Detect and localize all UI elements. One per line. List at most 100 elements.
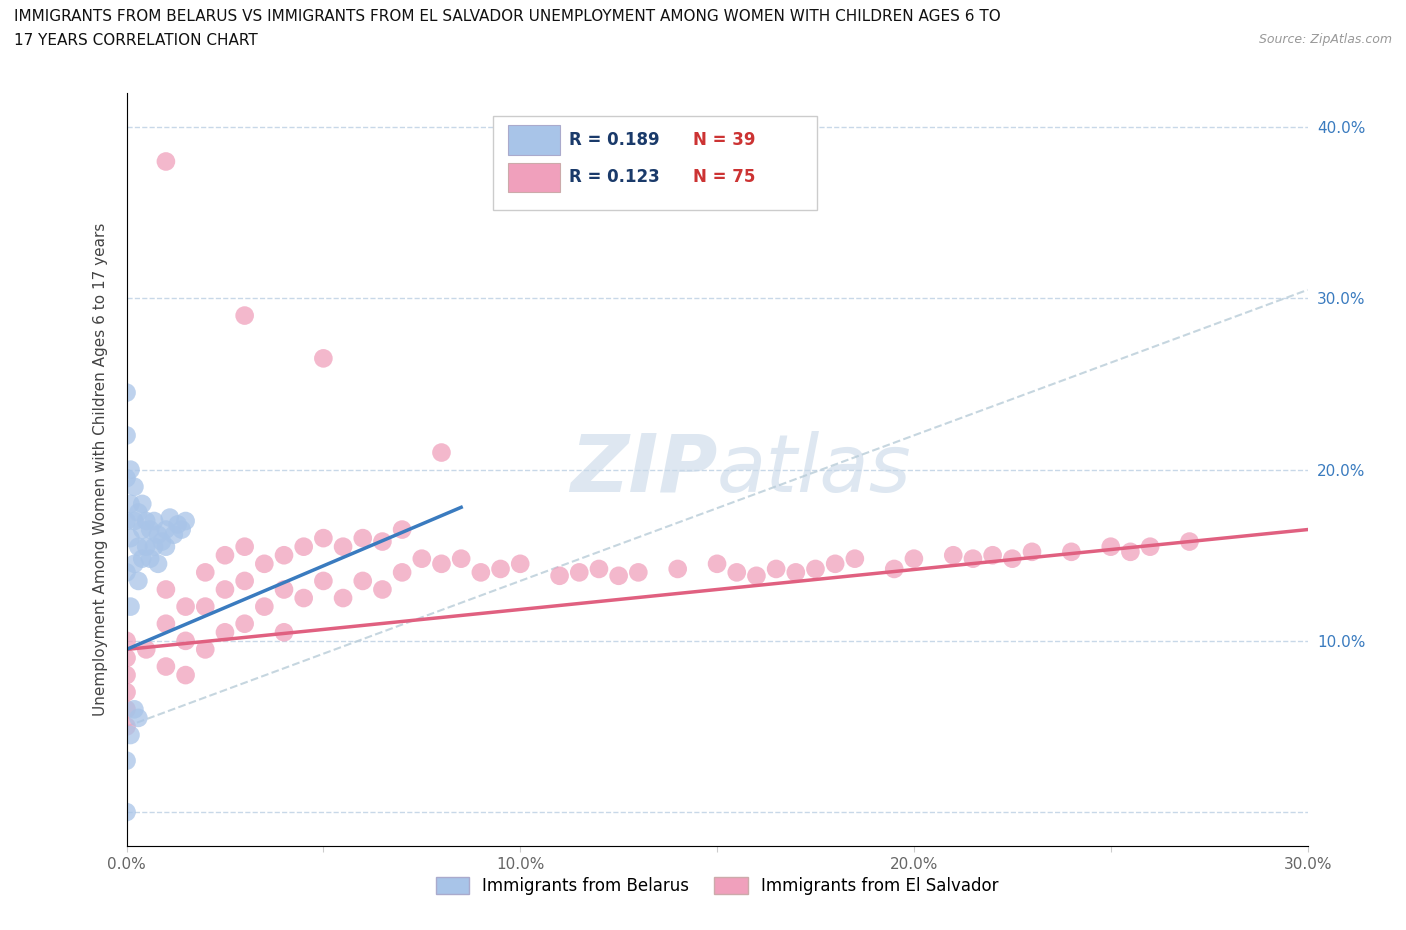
Point [127,539,149,554]
Point [124,556,146,571]
Point [174,513,197,528]
Point [115,385,138,400]
Point [1178,534,1201,549]
Point [174,633,197,648]
Point [115,633,138,648]
Point [214,625,236,640]
Point [155,539,177,554]
Point [155,154,177,169]
Point [312,574,335,589]
Point [666,562,689,577]
Point [159,511,181,525]
Text: N = 75: N = 75 [693,168,756,186]
Text: N = 39: N = 39 [693,131,756,149]
Point [391,565,413,579]
Point [139,551,162,566]
Point [194,599,217,614]
Point [120,727,142,742]
Point [844,551,866,566]
Text: IMMIGRANTS FROM BELARUS VS IMMIGRANTS FROM EL SALVADOR UNEMPLOYMENT AMONG WOMEN : IMMIGRANTS FROM BELARUS VS IMMIGRANTS FR… [14,9,1001,24]
Point [115,684,138,699]
Text: atlas: atlas [717,431,912,509]
Point [194,565,217,579]
Point [292,591,315,605]
Point [1119,544,1142,559]
Point [115,428,138,443]
Point [143,513,166,528]
Point [174,668,197,683]
Point [124,479,146,494]
Point [163,527,186,542]
Point [120,531,142,546]
Point [371,582,394,597]
Point [120,462,142,477]
Point [430,556,453,571]
Point [706,556,728,571]
Point [115,651,138,666]
Point [489,562,512,577]
Point [981,548,1004,563]
Point [155,522,177,537]
Point [332,539,354,554]
Point [120,497,142,512]
Point [115,565,138,579]
Point [120,599,142,614]
Point [430,445,453,460]
Point [214,582,236,597]
Text: R = 0.123: R = 0.123 [569,168,661,186]
Point [273,582,295,597]
Point [607,568,630,583]
FancyBboxPatch shape [492,115,817,210]
Point [146,556,169,571]
Point [131,551,153,566]
Point [150,534,173,549]
Point [1139,539,1161,554]
Point [804,562,827,577]
Point [115,702,138,717]
Point [883,562,905,577]
Point [135,513,157,528]
Point [273,548,295,563]
Point [127,505,149,520]
Point [588,562,610,577]
Point [1021,544,1043,559]
Text: R = 0.189: R = 0.189 [569,131,659,149]
Point [127,574,149,589]
Point [785,565,807,579]
Point [942,548,965,563]
Point [155,582,177,597]
Point [115,804,138,819]
Point [352,531,374,546]
Point [115,471,138,485]
Text: ZIP: ZIP [569,431,717,509]
Point [174,599,197,614]
Point [1001,551,1024,566]
Point [143,539,166,554]
Point [135,642,157,657]
FancyBboxPatch shape [508,163,560,193]
Point [131,522,153,537]
Point [253,599,276,614]
Point [470,565,492,579]
Point [568,565,591,579]
Point [450,551,472,566]
Point [124,513,146,528]
Point [233,308,256,323]
FancyBboxPatch shape [508,126,560,154]
Point [352,574,374,589]
Text: Source: ZipAtlas.com: Source: ZipAtlas.com [1258,33,1392,46]
Legend: Immigrants from Belarus, Immigrants from El Salvador: Immigrants from Belarus, Immigrants from… [429,870,1005,902]
Y-axis label: Unemployment Among Women with Children Ages 6 to 17 years: Unemployment Among Women with Children A… [93,223,108,716]
Point [292,539,315,554]
Point [155,617,177,631]
Point [115,753,138,768]
Point [115,719,138,734]
Point [312,351,335,365]
Point [312,531,335,546]
Point [903,551,925,566]
Point [1060,544,1083,559]
Point [170,522,193,537]
Point [135,539,157,554]
Text: 17 YEARS CORRELATION CHART: 17 YEARS CORRELATION CHART [14,33,257,47]
Point [509,556,531,571]
